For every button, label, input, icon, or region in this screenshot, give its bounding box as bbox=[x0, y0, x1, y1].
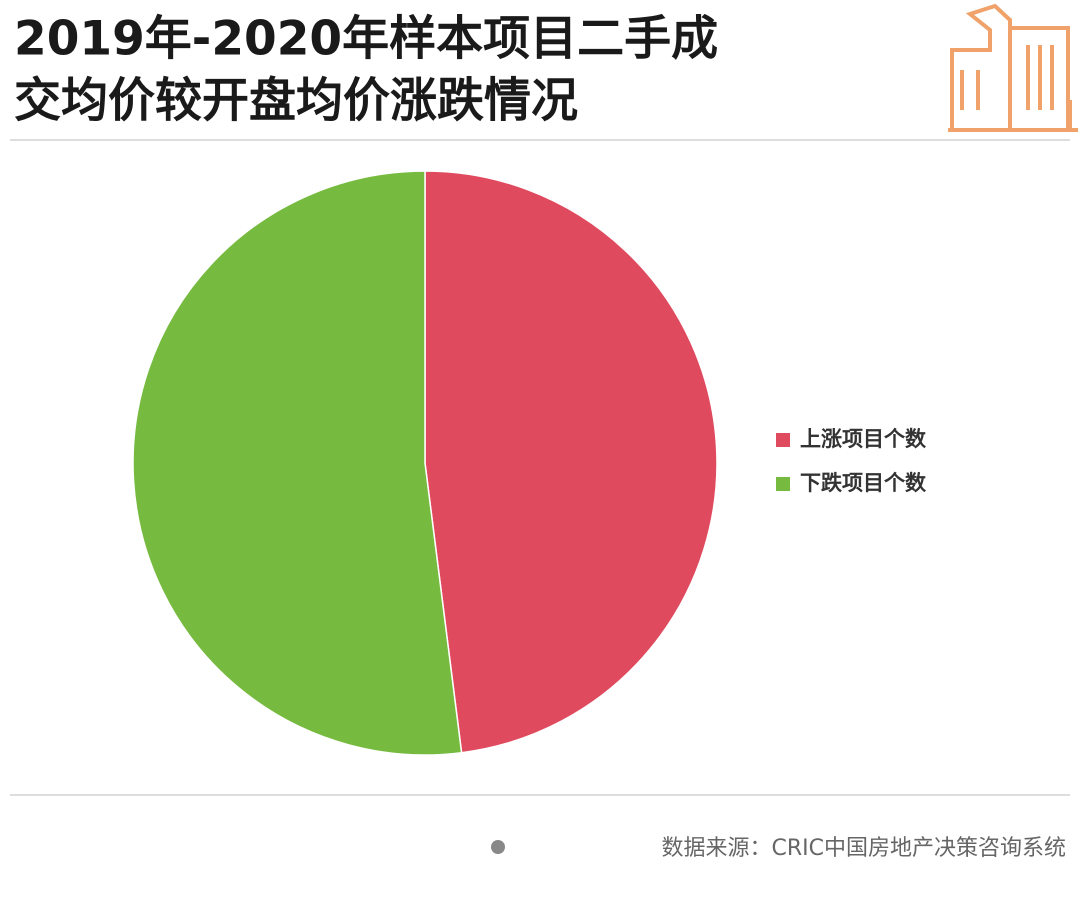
legend-label: 下跌项目个数 bbox=[800, 471, 927, 495]
pie-slice bbox=[424, 170, 718, 754]
chart-title: 2019年-2020年样本项目二手成 bbox=[14, 12, 718, 67]
pie-slice bbox=[132, 170, 463, 756]
legend-label: 上涨项目个数 bbox=[800, 427, 927, 451]
bullet bbox=[491, 840, 505, 854]
building-icon bbox=[948, 3, 1078, 132]
source: 数据来源：CRIC中国房地产决策咨询系统 bbox=[662, 836, 1067, 861]
chart-title: 交均价较开盘均价涨跌情况 bbox=[14, 74, 578, 129]
legend-swatch bbox=[776, 477, 790, 491]
legend-swatch bbox=[776, 433, 790, 447]
